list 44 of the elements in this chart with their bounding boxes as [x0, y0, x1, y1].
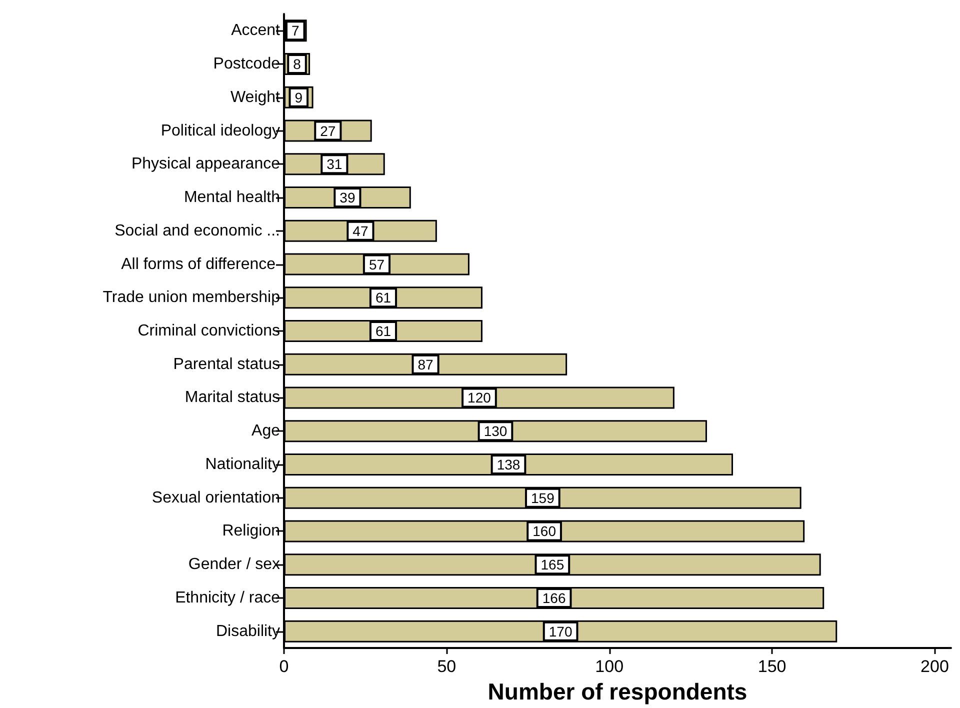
data-label: 159 [530, 490, 555, 506]
data-label: 31 [326, 156, 342, 172]
data-label: 9 [294, 89, 303, 106]
y-tick-label: Sexual orientation [152, 489, 280, 506]
y-tick-label: Gender / sex [188, 556, 280, 574]
data-label: 7 [291, 22, 300, 39]
x-axis-title: Number of respondents [488, 678, 748, 704]
y-tick-label: Criminal convictions [138, 322, 280, 340]
y-tick-label: Social and economic ... [114, 222, 280, 240]
y-tick-label: All forms of difference [121, 256, 280, 273]
x-tick-label: 0 [279, 657, 289, 676]
data-label: 8 [293, 56, 302, 72]
data-label: 39 [340, 190, 356, 206]
y-tick-label: Marital status [184, 389, 280, 406]
y-tick-label: Mental health [184, 189, 280, 206]
data-label: 27 [320, 122, 336, 139]
y-tick-label: Accent [231, 22, 281, 40]
data-label: 138 [496, 456, 520, 472]
data-label: 47 [352, 222, 368, 239]
data-label: 120 [468, 390, 492, 406]
y-tick-label: Weight [230, 88, 281, 106]
data-label: 165 [540, 556, 564, 573]
data-label: 61 [375, 290, 392, 306]
y-tick-label: Disability [216, 622, 280, 640]
x-tick-label: 200 [920, 657, 949, 676]
data-label: 57 [368, 256, 385, 272]
x-tick-label: 50 [437, 657, 456, 676]
y-tick-label: Postcode [213, 56, 280, 73]
y-tick-label: Religion [222, 522, 280, 540]
x-tick-label: 100 [595, 657, 624, 676]
y-tick-label: Ethnicity / race [175, 589, 280, 606]
x-tick-label: 150 [758, 657, 786, 676]
data-label: 130 [484, 423, 508, 440]
data-label: 61 [375, 323, 392, 339]
y-tick-label: Parental status [173, 356, 280, 373]
y-tick-label: Trade union membership [102, 289, 280, 306]
y-tick-label: Nationality [205, 456, 280, 473]
y-tick-label: Physical appearance [131, 156, 280, 173]
y-tick-label: Age [252, 422, 280, 440]
y-tick-label: Political ideology [160, 122, 280, 140]
data-label: 87 [418, 356, 434, 372]
data-label: 170 [548, 623, 572, 640]
data-label: 160 [532, 523, 556, 540]
data-label: 166 [542, 590, 566, 606]
